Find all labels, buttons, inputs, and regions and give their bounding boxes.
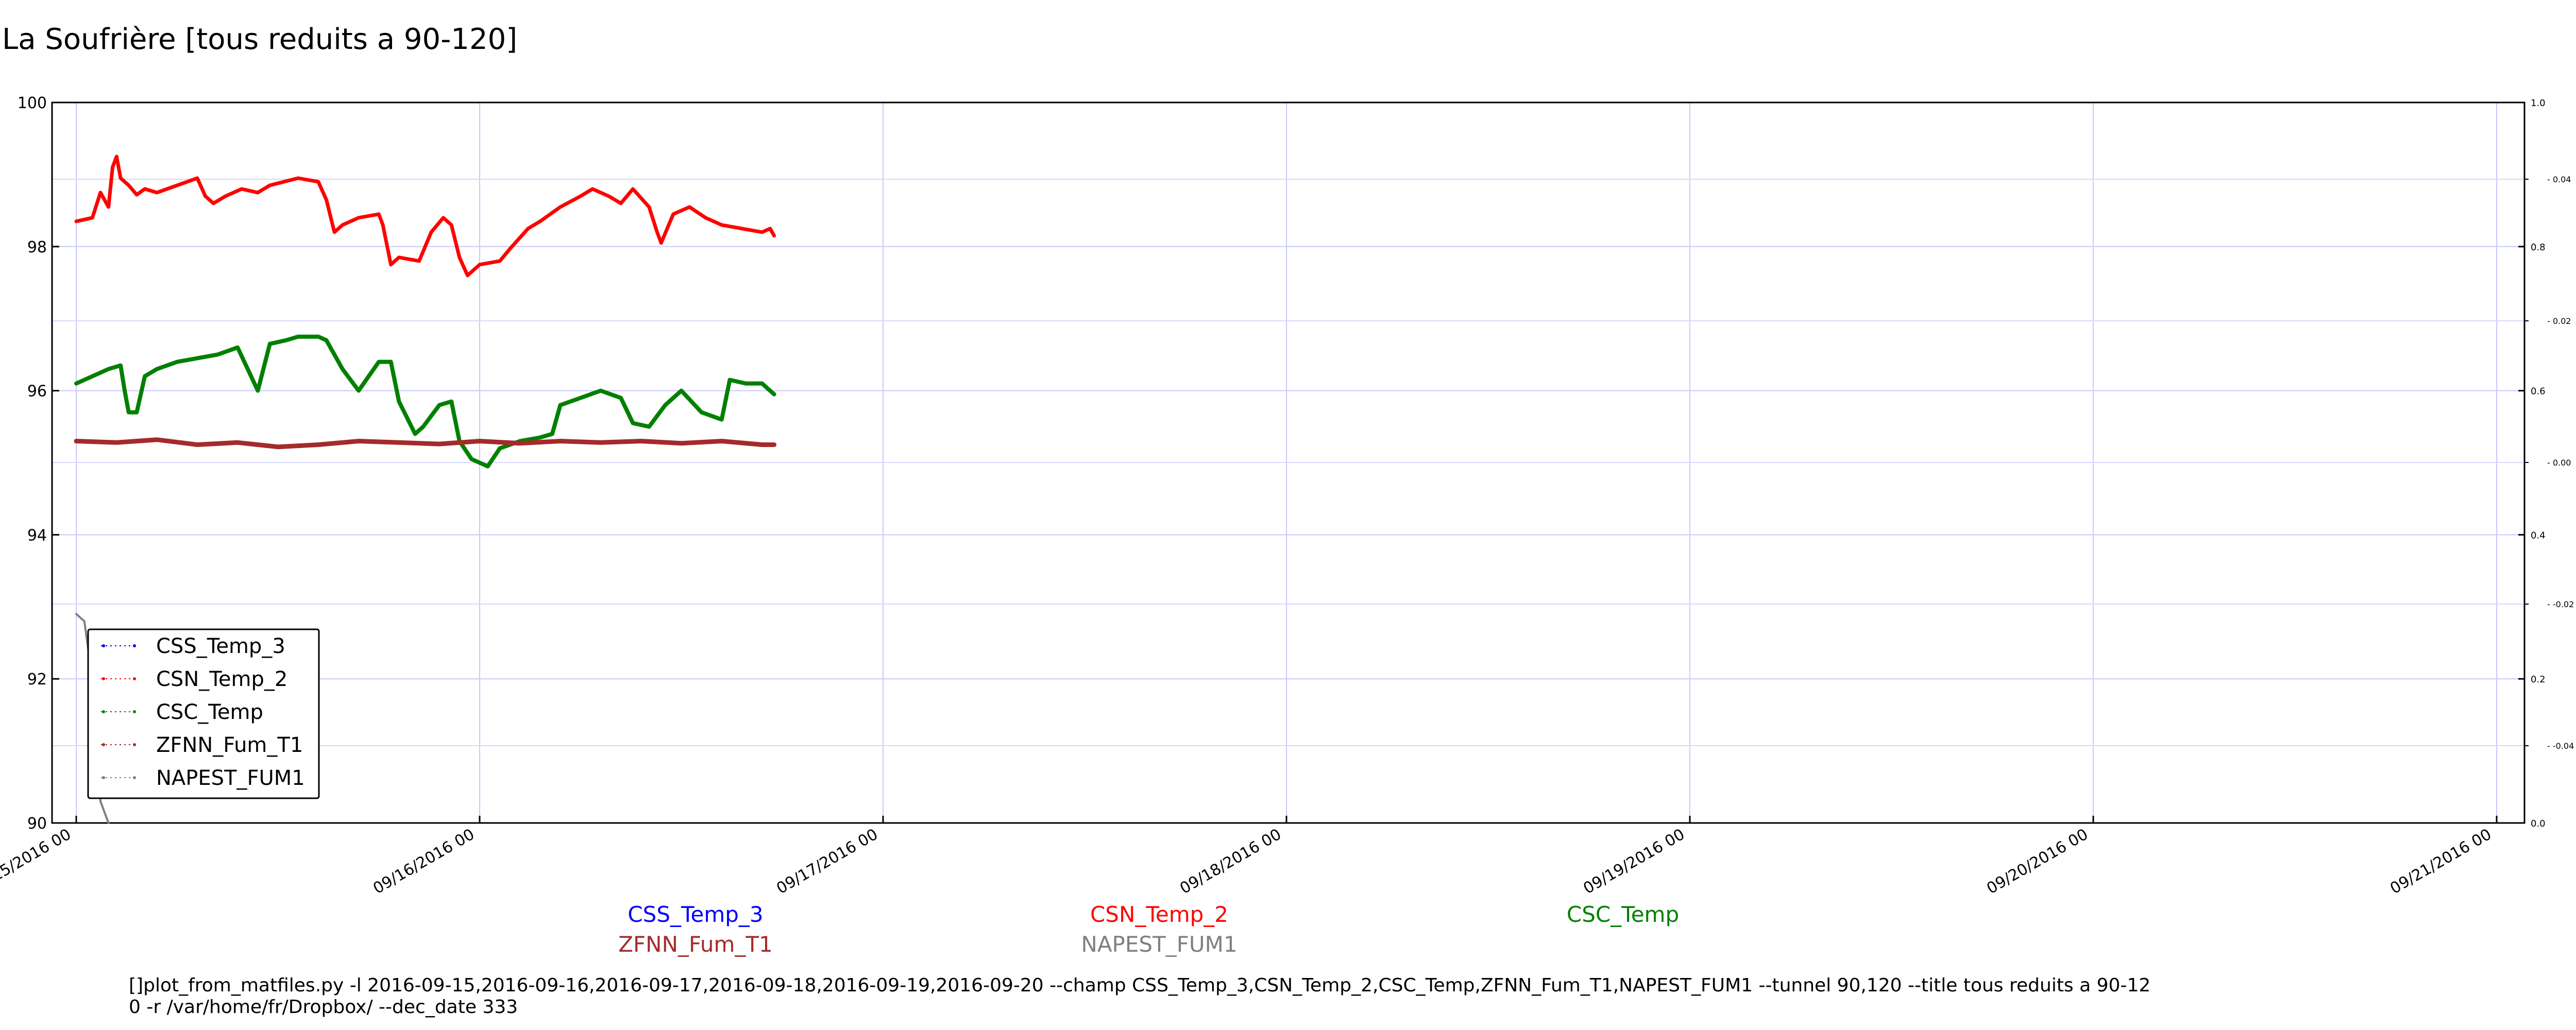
right-tick-label: 0.6 bbox=[2531, 386, 2546, 397]
right-tick-label-2: - 0.00 bbox=[2547, 458, 2571, 468]
legend-label: CSC_Temp bbox=[156, 700, 263, 724]
legend-marker bbox=[133, 644, 136, 647]
right-tick-label-2: - -0.04 bbox=[2547, 741, 2574, 751]
bottom-label: ZFNN_Fum_T1 bbox=[618, 932, 773, 957]
y-axis-ticks: 90 92 94 96 98 100 bbox=[18, 94, 59, 833]
legend-marker bbox=[133, 677, 136, 680]
legend-marker bbox=[102, 743, 105, 746]
right-tick-label: 1.0 bbox=[2531, 98, 2546, 109]
grid bbox=[52, 102, 2524, 823]
y-tick-label: 100 bbox=[18, 94, 47, 112]
series-line-csc-temp bbox=[74, 334, 776, 469]
right-tick-label-2: - 0.04 bbox=[2547, 175, 2571, 184]
legend-marker bbox=[133, 776, 136, 779]
y-tick-label: 94 bbox=[27, 526, 47, 544]
command-line-2: 0 -r /var/home/fr/Dropbox/ --dec_date 33… bbox=[129, 997, 518, 1018]
legend-marker bbox=[102, 710, 105, 713]
right-tick-label: 0.4 bbox=[2531, 530, 2546, 541]
y-tick-label: 92 bbox=[27, 671, 47, 689]
legend-label: ZFNN_Fum_T1 bbox=[156, 733, 303, 757]
bottom-label: NAPEST_FUM1 bbox=[1081, 932, 1237, 957]
bottom-label: CSS_Temp_3 bbox=[628, 902, 763, 927]
legend-marker bbox=[102, 677, 105, 680]
x-axis-ticks: 09/15/2016 00 09/16/2016 00 09/17/2016 00 0… bbox=[0, 816, 2498, 898]
legend-label: CSN_Temp_2 bbox=[156, 667, 287, 691]
legend-marker bbox=[133, 710, 136, 713]
legend-label: CSS_Temp_3 bbox=[156, 634, 285, 658]
chart-title: La Soufrière [tous reduits a 90-120] bbox=[2, 23, 517, 56]
legend-label: NAPEST_FUM1 bbox=[156, 766, 305, 790]
x-tick-label: 09/16/2016 00 bbox=[370, 826, 478, 898]
command-line-1: []plot_from_matfiles.py -l 2016-09-15,20… bbox=[129, 975, 2151, 996]
bottom-label: CSN_Temp_2 bbox=[1090, 902, 1228, 927]
series-line-zfnn-fum-t1 bbox=[74, 437, 777, 450]
right-tick-label: 0.2 bbox=[2531, 674, 2546, 685]
legend-box bbox=[87, 628, 320, 799]
right-axis-ticks: 0.0 0.2 0.4 0.6 0.8 1.0 - -0.04 - -0.02 - 0.00 - … bbox=[2518, 98, 2574, 829]
x-tick-label: 09/19/2016 00 bbox=[1580, 826, 1688, 898]
y-tick-label: 90 bbox=[27, 815, 47, 833]
right-tick-label-2: - -0.02 bbox=[2547, 599, 2574, 609]
x-tick-label: 09/15/2016 00 bbox=[0, 826, 74, 898]
series-layer bbox=[74, 154, 777, 824]
legend: CSS_Temp_3 CSN_Temp_2 CSC_Temp ZFNN_Fum_T1 N… bbox=[87, 628, 320, 799]
bottom-label: CSC_Temp bbox=[1567, 902, 1679, 927]
command-line: []plot_from_matfiles.py -l 2016-09-15,20… bbox=[129, 975, 2499, 1018]
x-tick-label: 09/18/2016 00 bbox=[1177, 826, 1284, 898]
legend-marker bbox=[102, 776, 105, 779]
y-tick-label: 96 bbox=[27, 383, 47, 401]
right-tick-label: 0.0 bbox=[2531, 818, 2546, 829]
x-tick-label: 09/21/2016 00 bbox=[2387, 826, 2495, 898]
right-tick-label-2: - 0.02 bbox=[2547, 316, 2571, 326]
x-tick-label: 09/20/2016 00 bbox=[1984, 826, 2091, 898]
y-tick-label: 98 bbox=[27, 238, 47, 256]
bottom-series-labels: CSS_Temp_3 CSN_Temp_2 CSC_Temp ZFNN_Fum_T1 N… bbox=[618, 902, 1679, 957]
chart: La Soufrière [tous reduits a 90-120] 909… bbox=[0, 23, 2574, 957]
legend-marker bbox=[102, 644, 105, 647]
x-tick-label: 09/17/2016 00 bbox=[773, 826, 881, 898]
series-line-csn-temp-2 bbox=[74, 154, 776, 278]
right-tick-label: 0.8 bbox=[2531, 242, 2546, 253]
legend-marker bbox=[133, 743, 136, 746]
